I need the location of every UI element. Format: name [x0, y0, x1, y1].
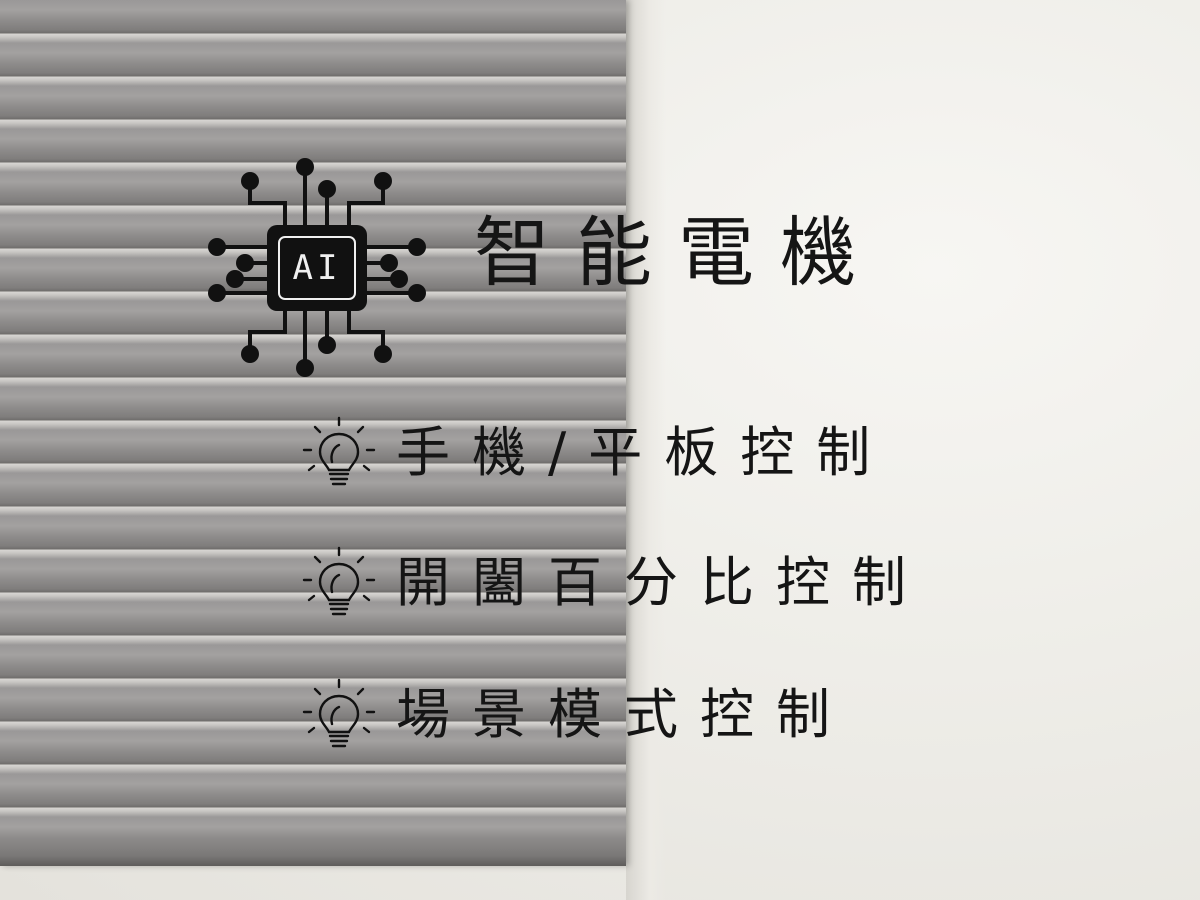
- wall-edge-shadow: [626, 0, 666, 900]
- feature-label: 手機/平板控制: [396, 421, 893, 484]
- window-blinds: [0, 0, 626, 866]
- lightbulb-icon: [302, 416, 376, 486]
- blinds-bottom-rail: [0, 840, 626, 866]
- feature-item-percentage-control: 開闔百分比控制: [300, 538, 928, 628]
- lightbulb-icon: [302, 546, 376, 616]
- page-title: 智能電機: [474, 208, 882, 297]
- ai-chip-icon: AI: [208, 158, 426, 377]
- chip-label: AI: [293, 248, 342, 288]
- lightbulb-icon: [302, 678, 376, 748]
- feature-label: 開闔百分比控制: [396, 551, 928, 614]
- feature-item-app-control: 手機/平板控制: [300, 408, 892, 498]
- feature-label: 場景模式控制: [396, 683, 852, 746]
- feature-item-scene-control: 場景模式控制: [300, 670, 852, 760]
